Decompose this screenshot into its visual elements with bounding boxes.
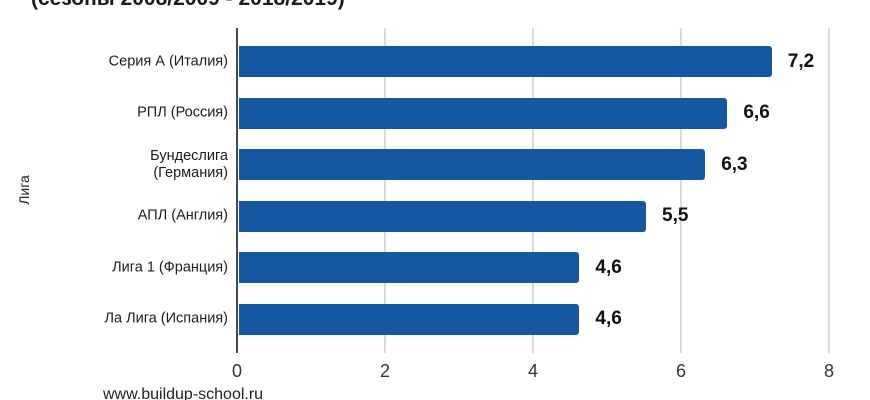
bar-value-label: 6,6 bbox=[743, 102, 770, 123]
bar bbox=[239, 97, 728, 129]
bar-value-label: 4,6 bbox=[595, 256, 622, 278]
category-label: Лига 1 (Франция) bbox=[112, 259, 228, 275]
x-tick-label: 6 bbox=[675, 361, 687, 381]
category-label: Бундеслига (Германия) bbox=[150, 147, 228, 181]
category-label: РПЛ (Россия) bbox=[137, 104, 228, 121]
gridline bbox=[384, 28, 386, 353]
category-label: АПЛ (Англия) bbox=[137, 207, 228, 224]
bar-value-label: 7,2 bbox=[787, 50, 815, 72]
bar bbox=[239, 200, 646, 232]
gridline bbox=[680, 28, 682, 353]
gridline bbox=[532, 28, 534, 353]
bar bbox=[239, 149, 706, 180]
bar-value-label: 4,6 bbox=[595, 308, 622, 329]
category-label: Серия А (Италия) bbox=[108, 53, 228, 69]
gridline bbox=[828, 28, 830, 353]
bar-value-label: 5,5 bbox=[662, 205, 689, 226]
x-tick-label: 2 bbox=[379, 361, 391, 381]
bar bbox=[239, 46, 772, 77]
bar-value-label: 6,3 bbox=[721, 153, 748, 175]
watermark: www.buildup-school.ru bbox=[103, 386, 264, 400]
x-tick-label: 4 bbox=[527, 361, 539, 381]
axis-line bbox=[236, 28, 238, 353]
bar bbox=[239, 303, 580, 335]
chart-title: (сезоны 2008/2009 - 2018/2019) bbox=[31, 0, 345, 11]
plot-area: 7,2 6,6 6,3 5,5 4,6 4,6 bbox=[236, 28, 830, 353]
x-tick-label: 8 bbox=[823, 361, 835, 381]
category-labels: Серия А (Италия) РПЛ (Россия) Бундеслига (… bbox=[0, 0, 229, 400]
bar bbox=[239, 252, 580, 283]
x-tick-label: 0 bbox=[231, 361, 243, 381]
category-label: Ла Лига (Испания) bbox=[104, 310, 229, 327]
x-axis-ticks: 0 2 4 6 8 bbox=[232, 361, 834, 385]
